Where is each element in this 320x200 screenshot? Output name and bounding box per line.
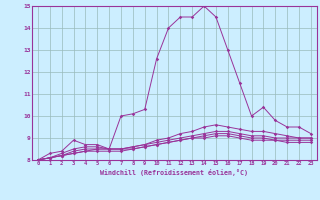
X-axis label: Windchill (Refroidissement éolien,°C): Windchill (Refroidissement éolien,°C) <box>100 169 248 176</box>
